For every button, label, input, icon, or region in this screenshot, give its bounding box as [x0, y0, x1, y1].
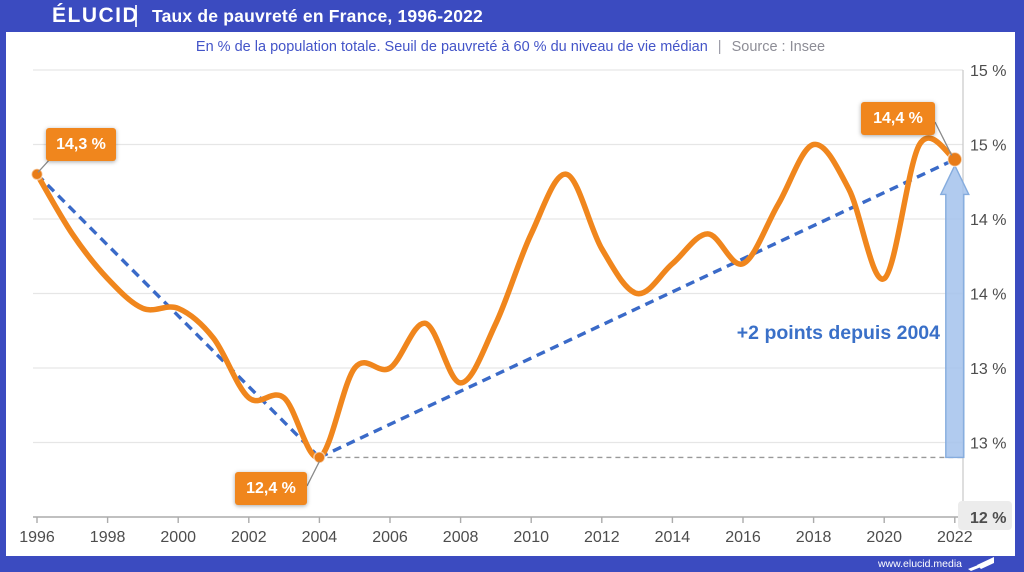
y-axis-label: 13 % [970, 361, 1006, 378]
y-axis-label: 15 % [970, 63, 1006, 80]
y-axis-label: 14 % [970, 287, 1006, 304]
callout-1996-value: 14,3 % [46, 128, 116, 161]
callout-connector [934, 121, 953, 156]
x-axis-label: 2016 [725, 529, 761, 546]
x-axis-label: 1996 [19, 529, 55, 546]
x-axis-label: 1998 [90, 529, 126, 546]
elucid-flag-icon [968, 557, 994, 571]
y-label-highlight [958, 501, 1012, 530]
y-axis-label: 12 % [970, 510, 1006, 527]
x-axis-label: 2004 [302, 529, 338, 546]
x-axis-label: 2010 [513, 529, 549, 546]
chart-subtitle: En % de la population totale. Seuil de p… [6, 32, 1015, 62]
subtitle-separator: | [717, 39, 722, 55]
header-bar: ÉLUCID Taux de pauvreté en France, 1996-… [0, 0, 1024, 32]
callout-connector [306, 461, 320, 487]
footer-url: www.elucid.media [877, 558, 962, 570]
elucid-logo: ÉLUCID [52, 4, 140, 27]
data-point-dot [313, 451, 326, 464]
footer-bar: www.elucid.media [0, 556, 1024, 572]
x-axis-label: 2006 [372, 529, 408, 546]
x-axis-label: 2000 [160, 529, 196, 546]
frame-left-border [0, 0, 6, 572]
frame-right-border [1015, 0, 1024, 572]
header-separator [135, 5, 137, 27]
x-axis-label: 2022 [937, 529, 973, 546]
poverty-curve [34, 135, 958, 461]
x-axis-label: 2012 [584, 529, 620, 546]
subtitle-source: Source : Insee [731, 39, 826, 55]
x-axis-label: 2020 [866, 529, 902, 546]
trend-line-up [318, 158, 954, 459]
increase-arrow [939, 163, 970, 459]
x-axis-label: 2002 [231, 529, 267, 546]
x-axis-label: 2014 [655, 529, 691, 546]
page-title: Taux de pauvreté en France, 1996-2022 [152, 5, 483, 26]
callout-2004-value: 12,4 % [235, 472, 307, 505]
data-point-dot [30, 168, 44, 181]
y-axis-label: 15 % [970, 138, 1006, 155]
trend-line-down [35, 173, 321, 459]
data-point-dot [947, 151, 963, 168]
callout-2022-value: 14,4 % [861, 102, 935, 135]
x-axis-label: 2018 [796, 529, 832, 546]
subtitle-description: En % de la population totale. Seuil de p… [195, 39, 708, 55]
delta-annotation: +2 points depuis 2004 [736, 322, 940, 344]
y-axis-label: 13 % [970, 436, 1006, 453]
x-axis-label: 2008 [443, 529, 479, 546]
y-axis-label: 14 % [970, 212, 1006, 229]
